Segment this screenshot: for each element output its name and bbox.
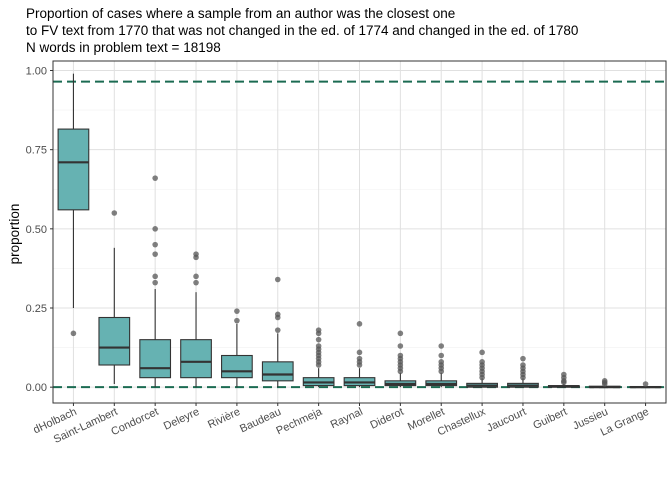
outlier-point: [356, 355, 363, 362]
outlier-point: [152, 273, 158, 280]
y-tick-label: 0.00: [26, 382, 47, 394]
box-iqr: [221, 354, 253, 379]
title-line-1: Proportion of cases where a sample from …: [26, 6, 455, 21]
outlier-point: [234, 308, 240, 314]
outlier-point: [561, 371, 567, 378]
chart-title: Proportion of cases where a sample from …: [26, 6, 578, 55]
box-Raynal: [343, 321, 376, 388]
y-tick-label: 1.00: [26, 66, 47, 78]
box-iqr: [98, 316, 131, 366]
outlier-point: [234, 317, 240, 324]
outlier-point: [152, 279, 158, 286]
outlier-point: [111, 210, 118, 216]
box-Chastellux: [466, 349, 498, 388]
outlier-point: [479, 359, 485, 365]
outlier-point: [520, 362, 526, 368]
outlier-point: [601, 378, 608, 384]
box-La Grange: [629, 381, 662, 389]
outlier-point: [438, 359, 445, 365]
box-Morellet: [425, 343, 458, 388]
x-tick-label: Pechmeja: [274, 405, 324, 437]
outlier-point: [479, 349, 485, 356]
outlier-point: [397, 330, 404, 337]
box-iqr: [261, 361, 294, 382]
box-iqr: [180, 339, 212, 379]
title-line-3: N words in problem text = 18198: [26, 40, 221, 55]
outlier-point: [152, 226, 158, 232]
y-tick-label: 0.50: [26, 224, 47, 236]
y-tick-label: 0.25: [26, 303, 47, 315]
outlier-point: [315, 336, 322, 343]
outlier-point: [193, 279, 199, 286]
y-axis-title: proportion: [7, 204, 22, 265]
outlier-point: [152, 241, 158, 248]
title-line-2: to FV text from 1770 that was not change…: [26, 23, 578, 38]
x-tick-label: Guibert: [531, 406, 569, 432]
box-Condorcet: [139, 175, 172, 388]
x-tick-label: Deleyre: [162, 406, 201, 433]
outlier-point: [520, 355, 526, 362]
outlier-point: [642, 381, 649, 387]
box-Jaucourt: [507, 355, 539, 388]
box-Pechmeja: [302, 327, 335, 388]
outlier-point: [193, 251, 199, 257]
box-Saint-Lambert: [98, 210, 131, 384]
outlier-point: [315, 327, 322, 333]
outlier-point: [152, 175, 158, 181]
outlier-point: [397, 343, 404, 349]
box-Rivière: [221, 308, 253, 388]
box-dHolbach: [57, 73, 90, 337]
outlier-point: [274, 311, 281, 318]
x-tick-label: Condorcet: [109, 406, 160, 438]
x-tick-label: Jaucourt: [485, 406, 528, 435]
outlier-point: [356, 349, 363, 356]
outlier-point: [315, 343, 322, 349]
y-tick-label: 0.75: [26, 145, 47, 157]
box-Deleyre: [180, 251, 212, 388]
box-Guibert: [547, 371, 580, 388]
outlier-point: [274, 327, 281, 333]
outlier-point: [152, 251, 158, 257]
box-iqr: [139, 339, 172, 379]
box-Baudeau: [261, 276, 294, 388]
box-Diderot: [384, 330, 417, 388]
outlier-point: [274, 276, 281, 283]
plot-area: 0.000.250.500.751.00dHolbachSaint-Lamber…: [26, 60, 667, 446]
box-Jussieu: [588, 378, 621, 389]
x-tick-label: Diderot: [368, 406, 405, 432]
x-tick-label: Rivière: [206, 406, 242, 431]
outlier-point: [356, 321, 363, 327]
box-iqr: [57, 128, 90, 211]
x-tick-label: Raynal: [329, 406, 365, 431]
outlier-point: [397, 352, 404, 359]
outlier-point: [438, 352, 445, 359]
outlier-point: [193, 273, 199, 280]
outlier-point: [70, 330, 77, 337]
outlier-point: [438, 343, 445, 349]
